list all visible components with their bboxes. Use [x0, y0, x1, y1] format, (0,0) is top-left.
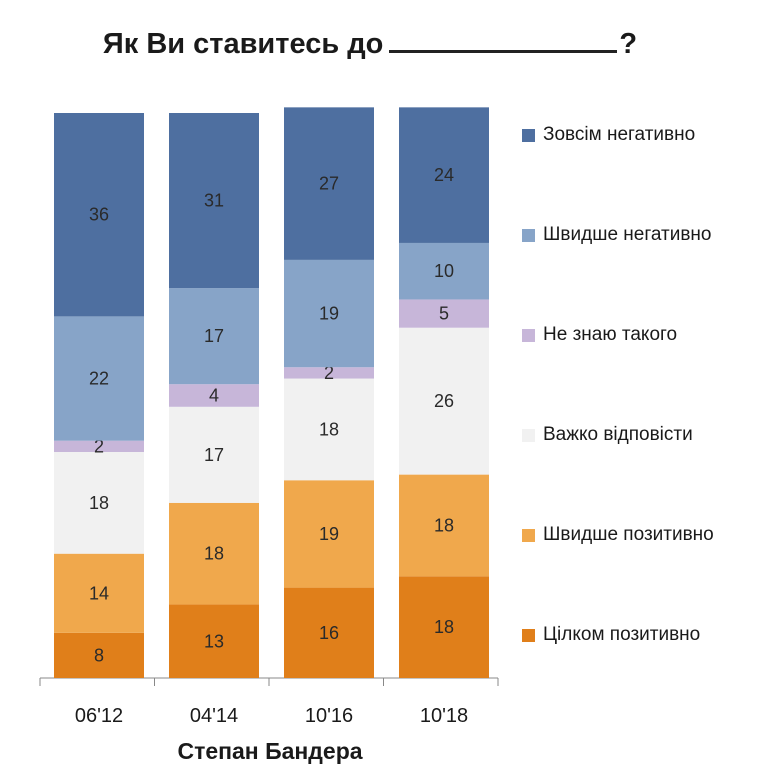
bar-segment: [169, 384, 259, 407]
legend-item: Цілком позитивно: [522, 620, 772, 650]
legend-item: Не знаю такого: [522, 320, 772, 350]
bar-segment: [169, 406, 259, 503]
data-label: 26: [434, 391, 454, 411]
chart-title: Як Ви ставитесь до?: [0, 28, 740, 61]
legend-label: Не знаю такого: [543, 324, 678, 345]
legend-swatch: [522, 228, 535, 242]
x-axis-label: Степан Бандера: [177, 738, 363, 764]
data-label: 4: [209, 386, 219, 406]
data-label: 14: [89, 583, 109, 603]
legend-swatch: [522, 328, 535, 342]
data-label: 17: [204, 445, 224, 465]
bar-segment: [169, 604, 259, 678]
legend-item: Швидше негативно: [522, 220, 772, 250]
bar-segment: [399, 299, 489, 328]
data-label: 2: [94, 436, 104, 456]
data-label: 27: [319, 174, 339, 194]
bar-segment: [284, 259, 374, 368]
legend-swatch: [522, 428, 535, 442]
title-text: Як Ви ставитесь до: [102, 28, 384, 60]
data-label: 18: [319, 419, 339, 439]
data-label: 18: [89, 493, 109, 513]
bar-segment: [169, 288, 259, 385]
legend-label: Зовсім негативно: [543, 124, 696, 145]
bar-segment: [284, 378, 374, 481]
legend-swatch: [522, 128, 535, 142]
bar-segment: [399, 474, 489, 577]
legend-label: Важко відповісти: [543, 424, 693, 445]
bar-segment: [169, 502, 259, 605]
bar-segment: [54, 113, 144, 317]
data-label: 19: [319, 524, 339, 544]
bar-segment: [54, 316, 144, 441]
bar-segment: [169, 113, 259, 289]
bar-segment: [399, 107, 489, 243]
data-label: 18: [434, 515, 454, 535]
legend-item: Швидше позитивно: [522, 520, 772, 550]
data-label: 2: [324, 363, 334, 383]
data-label: 10: [434, 261, 454, 281]
legend-label: Швидше позитивно: [543, 524, 714, 545]
data-label: 5: [439, 304, 449, 324]
data-label: 19: [319, 304, 339, 324]
bar-segment: [54, 632, 144, 678]
data-label: 22: [89, 369, 109, 389]
x-tick-label: 04'14: [190, 705, 238, 727]
bar-segment: [54, 440, 144, 452]
legend-label: Швидше негативно: [543, 224, 712, 245]
data-label: 13: [204, 631, 224, 651]
bar-segment: [284, 107, 374, 260]
bar-segment: [284, 480, 374, 588]
data-label: 31: [204, 191, 224, 211]
data-label: 18: [204, 544, 224, 564]
x-tick-label: 10'18: [420, 705, 468, 727]
x-tick-label: 06'12: [75, 705, 123, 727]
bar-segment: [284, 587, 374, 678]
legend-label: Цілком позитивно: [543, 624, 701, 645]
bar-segment: [284, 367, 374, 379]
legend-swatch: [522, 528, 535, 542]
x-tick-label: 10'16: [305, 705, 353, 727]
data-label: 24: [434, 165, 454, 185]
title-question-mark: ?: [619, 28, 638, 60]
legend-swatch: [522, 628, 535, 642]
data-label: 16: [319, 623, 339, 643]
data-label: 36: [89, 205, 109, 225]
bar-segment: [399, 327, 489, 475]
bar-segment: [54, 553, 144, 633]
legend-item: Важко відповісти: [522, 420, 772, 450]
bar-segment: [54, 452, 144, 554]
bar-segment: [399, 576, 489, 678]
bar-segment: [399, 242, 489, 300]
data-label: 17: [204, 326, 224, 346]
legend-item: Зовсім негативно: [522, 120, 772, 150]
data-label: 18: [434, 617, 454, 637]
title-blank: [389, 28, 618, 53]
data-label: 8: [94, 645, 104, 665]
